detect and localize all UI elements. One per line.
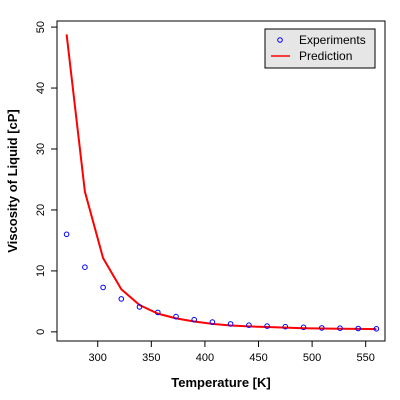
x-axis: 300 350 400 450 500 550 — [89, 341, 375, 364]
experiment-point — [337, 325, 343, 332]
x-tick-label: 400 — [196, 352, 214, 364]
experiment-point — [373, 326, 380, 332]
experiment-point — [155, 309, 161, 316]
experiment-point — [191, 316, 197, 323]
experiment-point — [82, 264, 88, 271]
plot-area-border — [56, 20, 386, 342]
legend-marker-experiments — [277, 37, 283, 43]
x-tick-label: 350 — [142, 352, 160, 364]
y-tick-label: 30 — [35, 143, 47, 155]
experiments-series — [63, 231, 380, 332]
x-tick-label: 500 — [303, 352, 321, 364]
experiment-point — [264, 323, 270, 329]
y-axis: 0 10 20 30 40 50 — [35, 21, 57, 335]
experiment-point — [319, 325, 325, 331]
experiment-point — [173, 313, 179, 320]
legend: Experiments Prediction — [264, 28, 376, 69]
x-tick-label: 550 — [357, 352, 375, 364]
experiment-point — [300, 324, 307, 331]
experiment-point — [63, 231, 70, 238]
legend-label-prediction: Prediction — [299, 49, 352, 63]
experiment-point — [136, 304, 143, 310]
experiment-point — [246, 322, 252, 329]
experiment-point — [209, 319, 216, 325]
prediction-series — [65, 34, 377, 331]
y-tick-label: 40 — [35, 82, 47, 94]
experiment-point — [100, 284, 106, 291]
experiment-point — [355, 325, 362, 332]
y-tick-label: 20 — [35, 204, 47, 216]
x-tick-label: 300 — [89, 352, 107, 364]
y-axis-title: Viscosity of Liquid [cP] — [5, 109, 20, 253]
x-axis-title: Temperature [K] — [171, 375, 270, 390]
y-tick-label: 10 — [35, 265, 47, 277]
experiment-point — [227, 321, 234, 327]
y-tick-label: 50 — [35, 21, 47, 33]
y-tick-label: 0 — [35, 329, 47, 335]
x-tick-label: 450 — [249, 352, 267, 364]
prediction-line — [65, 34, 377, 331]
experiment-point — [282, 323, 289, 330]
legend-box — [264, 28, 376, 69]
experiment-point — [118, 296, 125, 302]
legend-label-experiments: Experiments — [299, 33, 366, 47]
